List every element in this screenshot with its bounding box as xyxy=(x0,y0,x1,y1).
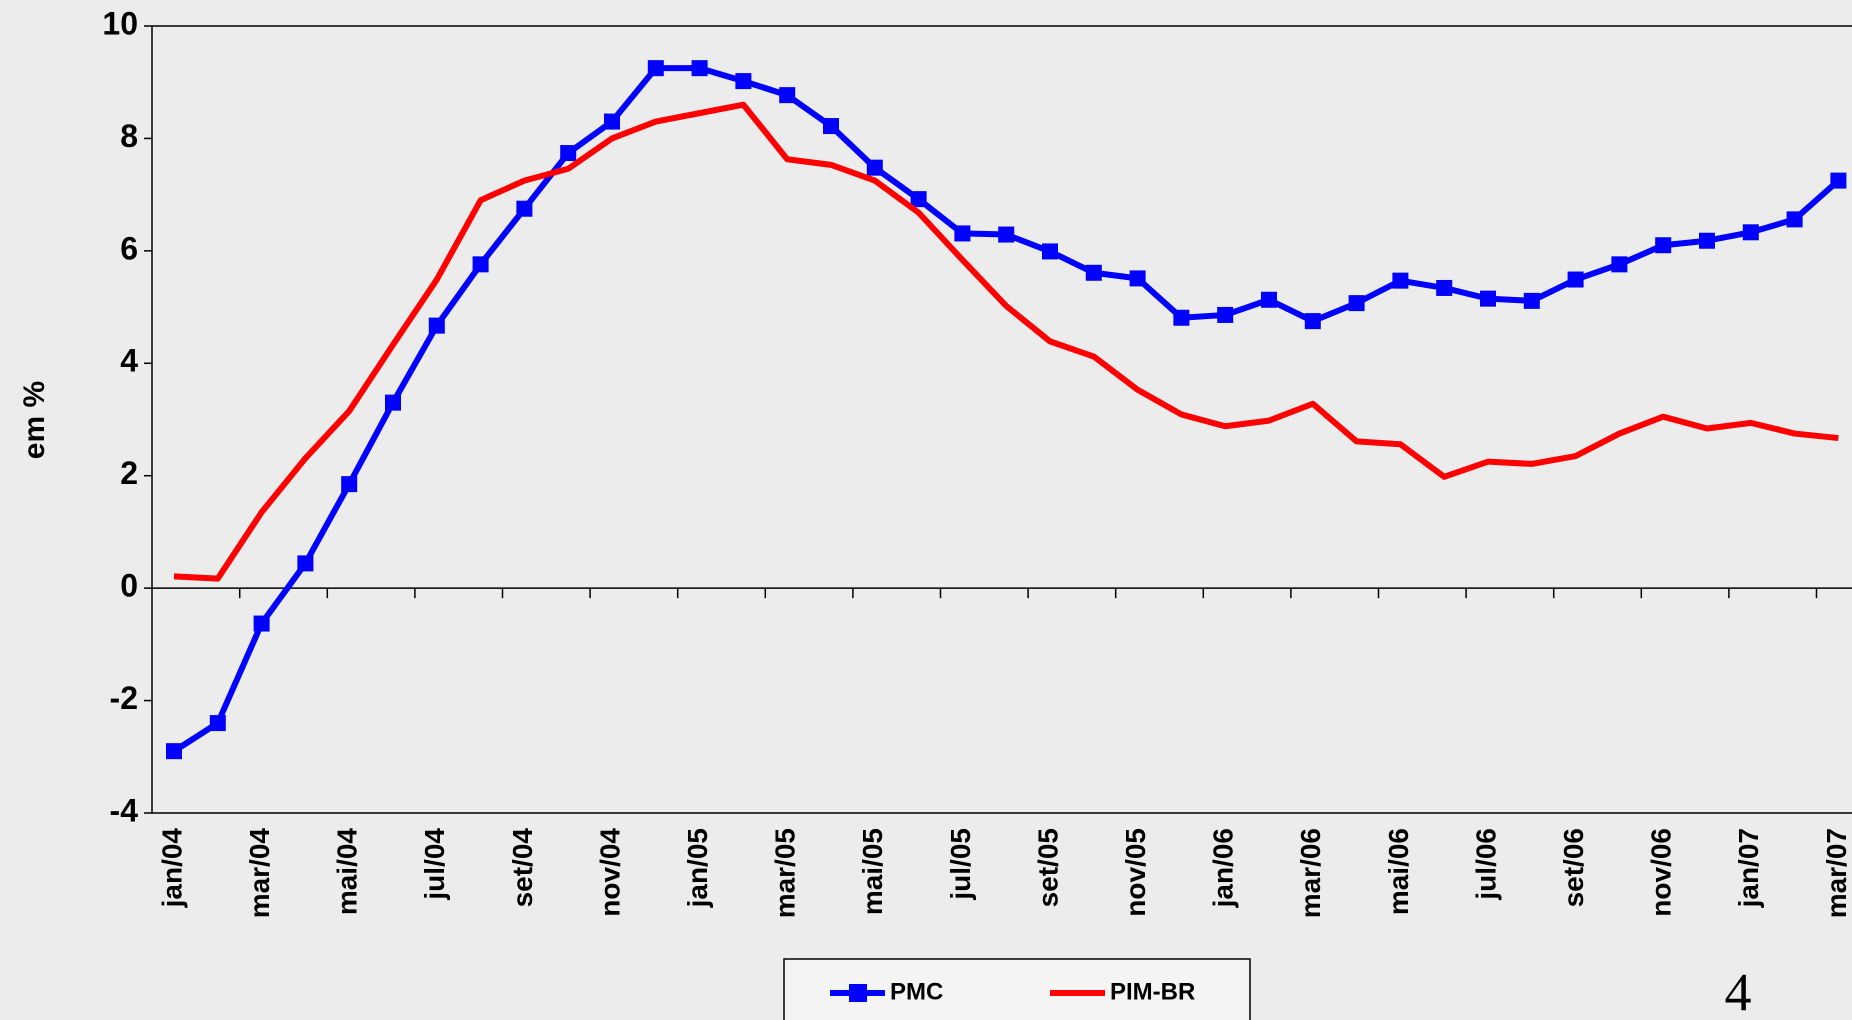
y-tick-label: 0 xyxy=(120,568,138,604)
x-tick-label: jul/05 xyxy=(945,828,976,901)
point-marker xyxy=(166,743,182,760)
x-tick-label: jan/06 xyxy=(1208,828,1239,908)
x-tick-label: mar/05 xyxy=(770,828,801,918)
point-marker xyxy=(691,60,708,77)
x-tick-label: set/05 xyxy=(1032,828,1063,907)
x-tick-label: mar/04 xyxy=(244,828,275,919)
legend-label: PMC xyxy=(890,978,943,1005)
point-marker xyxy=(735,73,752,90)
series-line xyxy=(173,101,1839,582)
point-marker xyxy=(516,200,533,217)
x-tick-label: jan/05 xyxy=(682,828,713,908)
x-tick-label: jul/06 xyxy=(1470,828,1501,901)
point-marker xyxy=(472,256,489,273)
point-marker xyxy=(866,159,883,176)
x-tick-label: set/06 xyxy=(1558,828,1589,907)
point-marker xyxy=(1261,291,1277,308)
point-marker xyxy=(1523,292,1540,309)
y-tick-label: -2 xyxy=(110,680,138,716)
x-tick-label: mar/07 xyxy=(1821,828,1852,918)
x-tick-label: set/04 xyxy=(507,828,538,908)
point-marker xyxy=(1699,232,1715,249)
point-marker xyxy=(1786,211,1803,228)
point-marker xyxy=(1567,271,1584,288)
point-marker xyxy=(910,191,927,208)
point-marker xyxy=(1436,279,1453,296)
page-number: 4 xyxy=(1725,962,1752,1020)
x-tick-label: mai/05 xyxy=(857,828,888,915)
x-tick-label: mai/06 xyxy=(1383,828,1414,915)
y-tick-label: 8 xyxy=(120,118,138,154)
x-tick-label: nov/06 xyxy=(1646,828,1677,917)
point-marker xyxy=(1173,309,1190,326)
point-marker xyxy=(253,615,270,632)
x-tick-label: jan/07 xyxy=(1733,828,1764,908)
y-tick-label: -4 xyxy=(110,792,139,828)
point-marker xyxy=(1830,172,1847,189)
point-marker xyxy=(1348,295,1365,312)
x-tick-label: mai/04 xyxy=(332,828,363,916)
x-tick-label: nov/04 xyxy=(594,828,625,917)
legend-label: PIM-BR xyxy=(1110,978,1195,1005)
point-marker xyxy=(341,476,358,493)
point-marker xyxy=(297,555,314,572)
point-marker xyxy=(1742,224,1759,241)
point-marker xyxy=(1085,264,1102,281)
point-marker xyxy=(560,145,577,162)
point-marker xyxy=(385,394,401,411)
y-axis-title: em % xyxy=(18,381,51,459)
x-tick-label: nov/05 xyxy=(1120,828,1151,917)
point-marker xyxy=(1042,243,1058,260)
x-tick-label: mar/06 xyxy=(1295,828,1326,918)
point-marker xyxy=(1129,270,1146,287)
point-marker xyxy=(1611,256,1628,273)
point-marker xyxy=(1655,237,1672,254)
x-tick-label: jul/04 xyxy=(419,828,450,901)
point-marker xyxy=(1392,272,1409,289)
y-tick-label: 10 xyxy=(102,5,138,41)
point-marker xyxy=(1217,306,1234,323)
y-tick-label: 4 xyxy=(120,343,138,379)
point-marker xyxy=(1304,313,1321,330)
point-marker xyxy=(1480,290,1496,307)
legend-marker xyxy=(849,984,867,1002)
point-marker xyxy=(823,118,839,135)
point-marker xyxy=(647,60,664,77)
point-marker xyxy=(428,317,445,334)
point-marker xyxy=(954,225,971,242)
point-marker xyxy=(779,87,796,104)
point-marker xyxy=(604,113,620,130)
x-tick-label: jan/04 xyxy=(156,828,187,909)
y-tick-label: 6 xyxy=(120,230,138,266)
point-marker xyxy=(998,226,1015,243)
point-marker xyxy=(209,715,226,732)
y-tick-label: 2 xyxy=(120,455,138,491)
